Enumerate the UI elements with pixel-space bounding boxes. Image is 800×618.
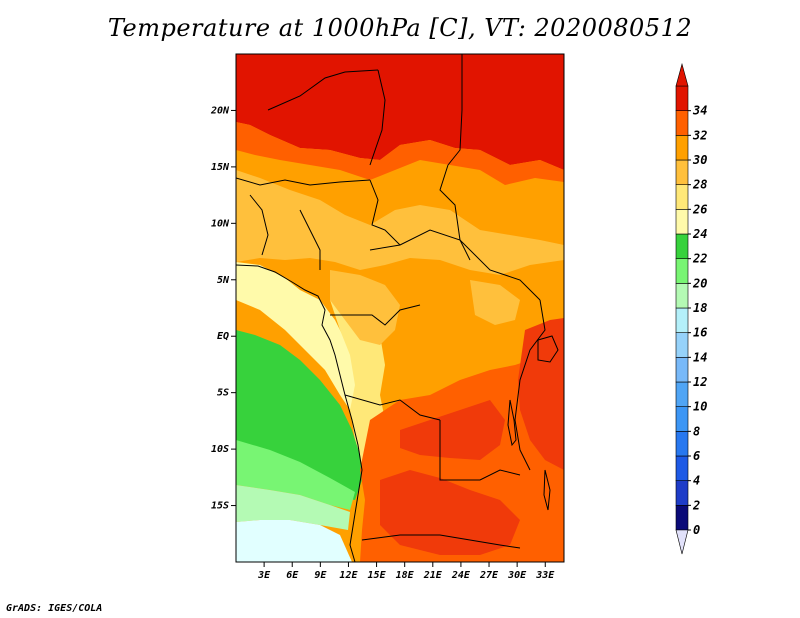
colorbar-label: 16 xyxy=(693,326,707,340)
border-south-1 xyxy=(439,420,521,481)
lat-tick-label: EQ xyxy=(217,331,229,342)
border-east-1 xyxy=(514,299,546,471)
colorbar-label: 12 xyxy=(693,375,707,389)
lake-tanganyika xyxy=(507,399,517,447)
lon-tick-label: 33E xyxy=(535,570,555,581)
border-west-2 xyxy=(299,209,321,270)
country-borders xyxy=(236,54,559,562)
colorbar-segment xyxy=(675,233,689,259)
colorbar-segment xyxy=(675,480,689,506)
lat-tick-label: 10S xyxy=(211,444,229,455)
plot-frame xyxy=(235,53,565,563)
border-north-1 xyxy=(267,69,379,111)
field-coast-pale-yellow xyxy=(236,262,360,410)
field-central-light-orange xyxy=(330,270,400,345)
colorbar-segment xyxy=(675,184,689,210)
field-sahel-light-orange xyxy=(236,170,564,275)
colorbar-segment xyxy=(675,159,689,185)
field-south-red-2 xyxy=(518,318,564,470)
map-title: Temperature at 1000hPa [C], VT: 20200805… xyxy=(107,14,693,42)
latitude-axis: 20N 15N 10N 5N EQ 5S 10S 15S xyxy=(210,105,236,512)
colorbar-segment xyxy=(675,381,689,407)
lon-tick-label: 24E xyxy=(451,570,471,581)
colorbar-label: 18 xyxy=(693,301,707,315)
colorbar-segment xyxy=(675,505,689,531)
lon-tick-label: 3E xyxy=(257,570,271,581)
colorbar-under-arrow xyxy=(675,529,689,555)
field-east-light-orange xyxy=(470,280,520,325)
lat-tick-label: 5N xyxy=(217,275,230,286)
colorbar-segment xyxy=(675,406,689,432)
lat-tick-label: 15N xyxy=(211,162,230,173)
border-central-1 xyxy=(369,229,541,301)
lon-tick-label: 9E xyxy=(314,570,327,581)
lon-tick-label: 30E xyxy=(507,570,527,581)
colorbar-label: 0 xyxy=(693,523,700,537)
border-west-1 xyxy=(249,194,269,256)
field-south-red-3 xyxy=(380,470,520,555)
border-central-3 xyxy=(344,394,441,421)
lon-tick-label: 12E xyxy=(339,570,358,581)
colorbar-label: 34 xyxy=(692,104,707,118)
border-sahel-2 xyxy=(369,179,401,246)
lat-tick-label: 15S xyxy=(211,501,229,512)
lon-tick-label: 27E xyxy=(479,570,499,581)
border-sahel-1 xyxy=(236,177,371,186)
colorbar-segment xyxy=(675,431,689,457)
colorbar-label: 2 xyxy=(692,498,700,512)
lon-tick-label: 15E xyxy=(368,570,387,581)
colorbar-label: 22 xyxy=(692,252,707,266)
field-atlantic-green xyxy=(236,440,355,510)
colorbar-segment xyxy=(675,357,689,383)
colorbar-label: 20 xyxy=(692,276,707,290)
colorbar-label: 8 xyxy=(693,424,700,438)
border-north-3 xyxy=(447,54,463,166)
lake-victoria xyxy=(537,335,559,363)
field-atlantic-green-light xyxy=(236,485,350,530)
field-north-orange-red xyxy=(236,122,564,185)
lat-tick-label: 5S xyxy=(217,388,229,399)
footer-credit: GrADS: IGES/COLA xyxy=(6,603,103,614)
lon-tick-label: 18E xyxy=(396,570,415,581)
colorbar-label: 6 xyxy=(693,449,700,463)
lon-tick-label: 6E xyxy=(286,570,299,581)
colorbar-segment xyxy=(675,258,689,284)
colorbar-label: 26 xyxy=(692,202,707,216)
temperature-field xyxy=(236,54,564,562)
colorbar-segment xyxy=(675,283,689,309)
colorbar-segment xyxy=(675,85,689,111)
colorbar-label: 32 xyxy=(692,128,707,142)
colorbar-label: 28 xyxy=(692,178,707,192)
longitude-axis: 3E 6E 9E 12E 15E 18E 21E 24E 27E 30E 33E xyxy=(257,562,555,581)
coastline-west xyxy=(236,264,363,562)
colorbar-segment xyxy=(675,135,689,161)
lake-malawi xyxy=(543,469,551,511)
border-sahel-3 xyxy=(439,164,471,261)
colorbar-segment xyxy=(675,110,689,136)
colorbar-label: 14 xyxy=(693,350,707,364)
lon-tick-label: 21E xyxy=(423,570,443,581)
colorbar-label: 30 xyxy=(692,153,707,167)
lat-tick-label: 10N xyxy=(211,218,230,229)
colorbar-label: 24 xyxy=(692,227,707,241)
field-south-red-1 xyxy=(400,400,505,460)
colorbar-over-arrow xyxy=(675,62,689,87)
border-south-2 xyxy=(361,534,521,549)
field-atlantic-cyan xyxy=(236,520,352,562)
colorbar-segment xyxy=(675,455,689,481)
colorbar-label: 10 xyxy=(693,400,707,414)
colorbar-label: 4 xyxy=(693,474,700,488)
lat-tick-label: 20N xyxy=(210,105,230,116)
colorbar-segment xyxy=(675,332,689,358)
border-central-2 xyxy=(330,304,421,326)
colorbar-segment xyxy=(675,209,689,235)
border-north-2 xyxy=(369,69,386,166)
colorbar-segment xyxy=(675,307,689,333)
